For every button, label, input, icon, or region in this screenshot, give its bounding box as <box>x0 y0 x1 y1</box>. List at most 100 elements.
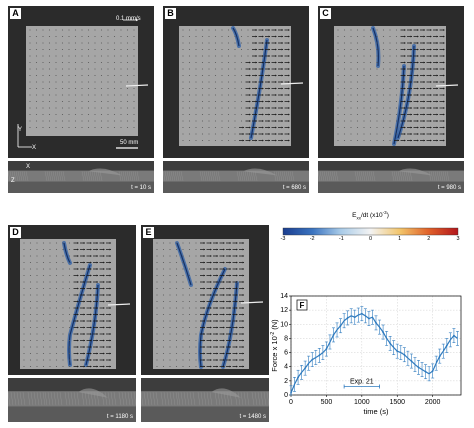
data-point <box>360 312 363 315</box>
grid-dot <box>156 255 158 257</box>
velocity-arrow-head <box>404 94 406 96</box>
velocity-arrow-head <box>249 133 251 135</box>
grid-dot <box>49 346 51 348</box>
grid-dot <box>188 346 191 348</box>
velocity-arrow-head <box>216 274 218 277</box>
grid-dot <box>356 42 359 44</box>
grid-dot <box>234 48 236 51</box>
grid-dot <box>29 326 32 329</box>
grid-dot <box>201 42 204 44</box>
velocity-arrow-head <box>430 48 432 51</box>
panel-b-field <box>179 26 304 146</box>
grid-dot <box>48 42 51 44</box>
grid-dot <box>188 339 191 342</box>
grid-dot <box>68 107 70 109</box>
grid-dot <box>107 42 109 44</box>
velocity-arrow-head <box>281 55 283 57</box>
sandbox-grid-area <box>179 26 291 146</box>
velocity-arrow-head <box>203 307 205 309</box>
grid-dot <box>382 74 385 77</box>
y-tick-label: 12 <box>280 307 288 314</box>
grid-dot <box>81 42 83 44</box>
velocity-arrow-head <box>216 281 218 283</box>
velocity-arrow-head <box>242 352 244 355</box>
grid-dot <box>94 87 96 90</box>
velocity-arrow-head <box>83 294 85 296</box>
texture-line <box>289 171 293 181</box>
grid-dot <box>369 126 372 129</box>
velocity-arrow-head <box>423 35 425 38</box>
grid-dot <box>234 126 236 129</box>
velocity-arrow-head <box>268 35 270 38</box>
grid-dot <box>29 94 31 96</box>
velocity-arrow-head <box>83 339 85 342</box>
texture-line <box>113 392 117 406</box>
velocity-arrow-head <box>236 300 238 303</box>
grid-dot <box>48 68 51 70</box>
velocity-arrow-head <box>417 139 419 142</box>
grid-dot <box>94 55 96 57</box>
velocity-arrow-head <box>236 326 238 329</box>
velocity-arrow-head <box>236 313 238 316</box>
grid-dot <box>35 29 38 31</box>
texture-line <box>64 392 68 406</box>
texture-line <box>23 171 27 181</box>
grid-dot <box>61 81 64 83</box>
velocity-arrow-head <box>96 346 98 348</box>
grid-dot <box>62 333 64 335</box>
grid-dot <box>175 294 178 296</box>
velocity-arrow-head <box>430 42 432 44</box>
grid-dot <box>68 274 71 277</box>
grid-dot <box>42 313 45 316</box>
grid-dot <box>133 55 135 57</box>
texture-line <box>99 171 103 181</box>
texture-line <box>318 171 321 181</box>
sandbox-grid-area <box>26 26 138 136</box>
texture-line <box>25 171 29 181</box>
grid-dot <box>208 87 210 90</box>
velocity-arrow-head <box>404 133 406 135</box>
velocity-arrow-head <box>417 81 419 83</box>
grid-dot <box>337 68 339 70</box>
colorbar-title-end: ) <box>386 212 389 220</box>
grid-dot <box>382 139 385 142</box>
grid-dot <box>169 268 171 270</box>
velocity-arrow-head <box>443 81 445 83</box>
texture-line <box>335 171 339 181</box>
grid-dot <box>100 42 103 44</box>
velocity-arrow-head <box>223 287 225 290</box>
grid-dot <box>182 294 184 296</box>
texture-line <box>186 392 190 406</box>
velocity-arrow-head <box>229 287 231 290</box>
grid-dot <box>389 81 391 83</box>
grid-dot <box>247 55 249 57</box>
grid-dot <box>23 346 25 348</box>
grid-dot <box>55 120 57 122</box>
grid-dot <box>23 248 25 251</box>
velocity-arrow-head <box>103 274 105 277</box>
velocity-arrow-head <box>96 365 98 368</box>
velocity-arrow-head <box>423 139 425 142</box>
grid-dot <box>42 87 44 90</box>
grid-dot <box>214 48 217 51</box>
texture-line <box>13 171 17 181</box>
grid-dot <box>169 287 171 290</box>
velocity-arrow-head <box>203 248 205 251</box>
velocity-arrow-head <box>436 113 438 116</box>
grid-dot <box>169 307 171 309</box>
grid-dot <box>356 133 359 135</box>
velocity-arrow-head <box>275 35 277 38</box>
grid-dot <box>61 55 64 57</box>
velocity-arrow-head <box>216 339 218 342</box>
velocity-arrow-head <box>288 133 290 135</box>
grid-dot <box>188 126 191 129</box>
grid-dot <box>376 35 378 38</box>
velocity-arrow-head <box>203 313 205 316</box>
data-point <box>318 354 321 357</box>
grid-dot <box>195 294 197 296</box>
velocity-arrow-head <box>242 255 244 257</box>
grid-dot <box>29 359 32 361</box>
velocity-arrow-head <box>249 94 251 96</box>
texture-line <box>192 392 196 406</box>
grid-dot <box>395 133 398 135</box>
